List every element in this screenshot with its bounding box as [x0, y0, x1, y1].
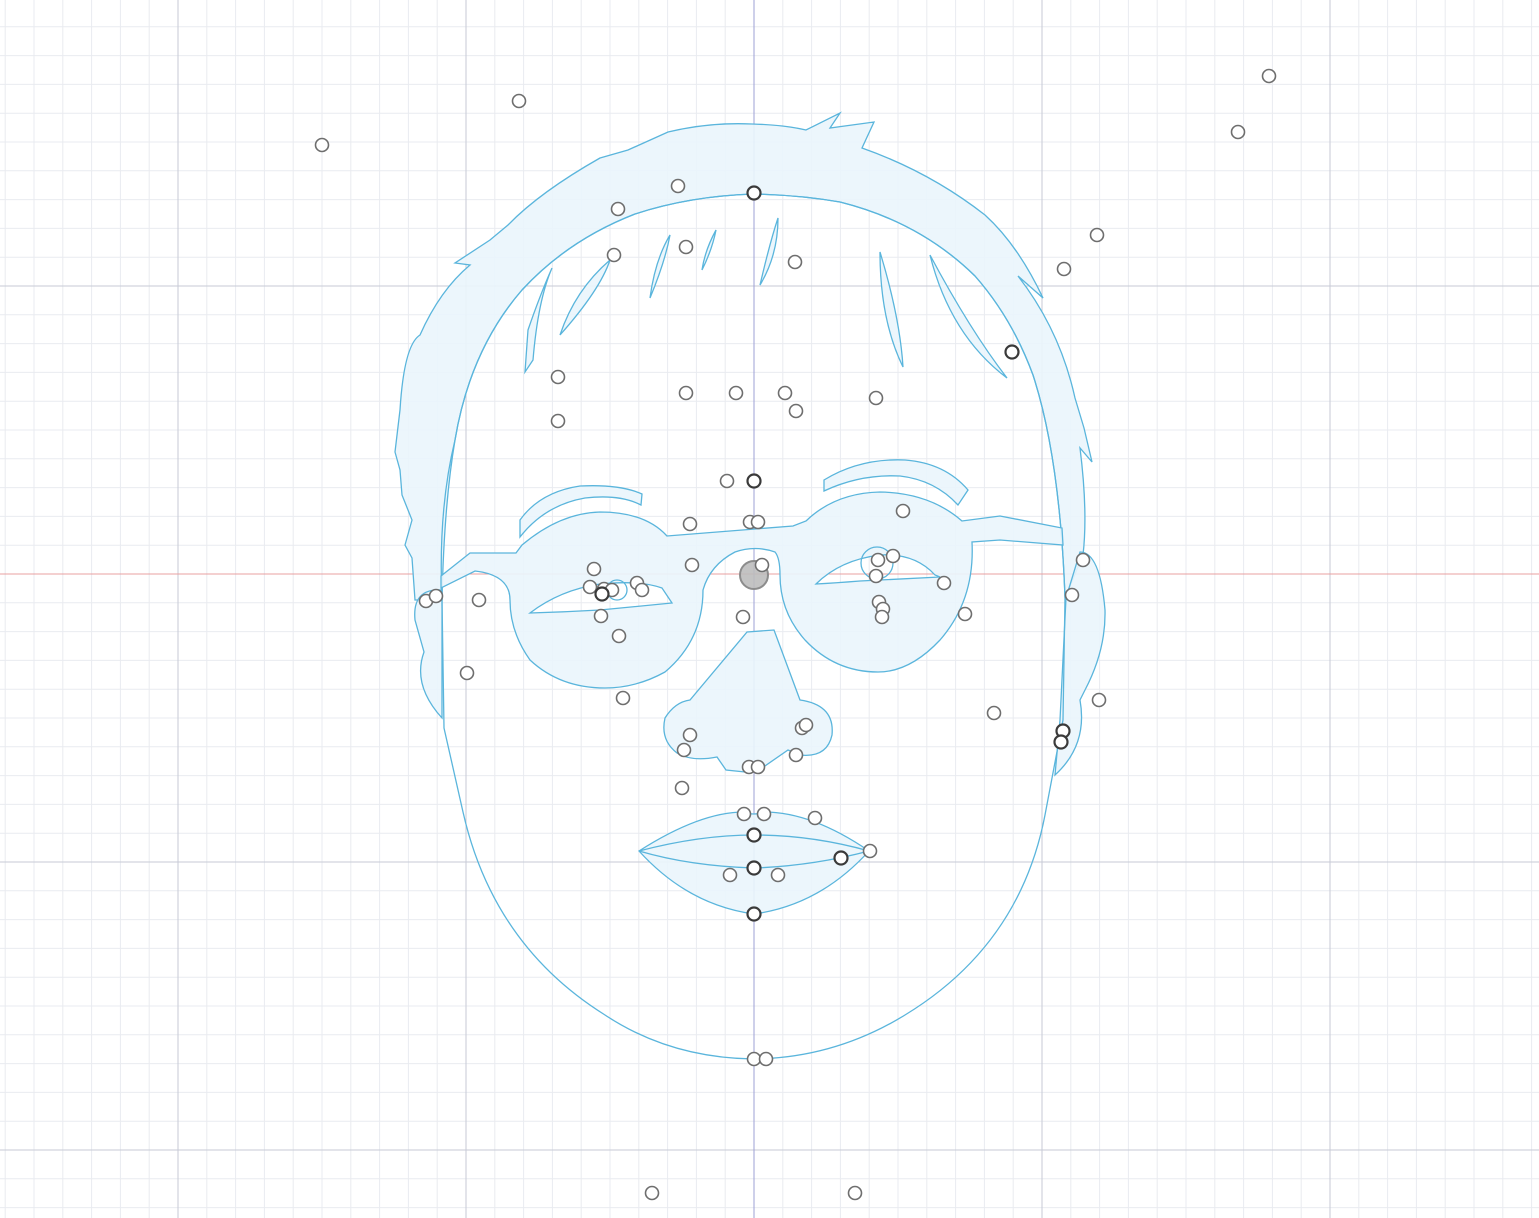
control-point[interactable]: [676, 742, 692, 758]
control-point[interactable]: [787, 254, 803, 270]
control-point[interactable]: [746, 827, 762, 843]
control-point[interactable]: [550, 413, 566, 429]
control-point[interactable]: [550, 369, 566, 385]
control-point[interactable]: [471, 592, 487, 608]
control-point[interactable]: [847, 1185, 863, 1201]
right-eyebrow[interactable]: [823, 459, 969, 507]
control-point[interactable]: [1075, 552, 1091, 568]
control-point[interactable]: [606, 247, 622, 263]
control-points: [314, 68, 1277, 1201]
control-point[interactable]: [746, 473, 762, 489]
control-point[interactable]: [459, 665, 475, 681]
control-point[interactable]: [674, 780, 690, 796]
control-point[interactable]: [746, 185, 762, 201]
control-point[interactable]: [722, 867, 738, 883]
control-point[interactable]: [1064, 587, 1080, 603]
control-point[interactable]: [758, 1051, 774, 1067]
glasses[interactable]: [440, 491, 1064, 689]
control-point[interactable]: [868, 568, 884, 584]
control-point[interactable]: [788, 403, 804, 419]
control-point[interactable]: [735, 609, 751, 625]
control-point[interactable]: [1261, 68, 1277, 84]
control-point[interactable]: [511, 93, 527, 109]
control-point[interactable]: [428, 588, 444, 604]
control-point[interactable]: [746, 860, 762, 876]
control-point[interactable]: [594, 586, 610, 602]
control-point[interactable]: [750, 514, 766, 530]
control-point[interactable]: [678, 239, 694, 255]
control-point[interactable]: [719, 473, 735, 489]
control-point[interactable]: [1089, 227, 1105, 243]
control-point[interactable]: [682, 727, 698, 743]
control-point[interactable]: [728, 385, 744, 401]
control-point[interactable]: [678, 385, 694, 401]
control-point[interactable]: [314, 137, 330, 153]
control-point[interactable]: [862, 843, 878, 859]
control-point[interactable]: [611, 628, 627, 644]
control-point[interactable]: [610, 201, 626, 217]
control-point[interactable]: [807, 810, 823, 826]
control-point[interactable]: [895, 503, 911, 519]
nose[interactable]: [663, 629, 833, 773]
control-point[interactable]: [870, 552, 886, 568]
control-point[interactable]: [754, 557, 770, 573]
control-point[interactable]: [1056, 261, 1072, 277]
control-point[interactable]: [788, 747, 804, 763]
control-point[interactable]: [1004, 344, 1020, 360]
right-ear[interactable]: [1054, 551, 1106, 777]
control-point[interactable]: [1230, 124, 1246, 140]
left-eyebrow[interactable]: [519, 485, 643, 539]
control-point[interactable]: [986, 705, 1002, 721]
control-point[interactable]: [736, 806, 752, 822]
control-point[interactable]: [770, 867, 786, 883]
control-point[interactable]: [593, 608, 609, 624]
control-point[interactable]: [746, 906, 762, 922]
control-point[interactable]: [746, 1051, 762, 1067]
control-point[interactable]: [1053, 734, 1069, 750]
control-point[interactable]: [644, 1185, 660, 1201]
control-point[interactable]: [634, 582, 650, 598]
control-point[interactable]: [936, 575, 952, 591]
left-ear[interactable]: [414, 589, 443, 720]
control-point[interactable]: [1091, 692, 1107, 708]
control-point[interactable]: [670, 178, 686, 194]
control-point[interactable]: [957, 606, 973, 622]
control-point[interactable]: [798, 717, 814, 733]
control-point[interactable]: [885, 548, 901, 564]
control-point[interactable]: [582, 579, 598, 595]
control-point[interactable]: [684, 557, 700, 573]
control-point[interactable]: [756, 806, 772, 822]
face-outline[interactable]: [440, 193, 1066, 1060]
control-point[interactable]: [682, 516, 698, 532]
control-point[interactable]: [868, 390, 884, 406]
control-point[interactable]: [777, 385, 793, 401]
control-point[interactable]: [874, 609, 890, 625]
control-point[interactable]: [750, 759, 766, 775]
control-point[interactable]: [615, 690, 631, 706]
control-point[interactable]: [586, 561, 602, 577]
control-point[interactable]: [833, 850, 849, 866]
